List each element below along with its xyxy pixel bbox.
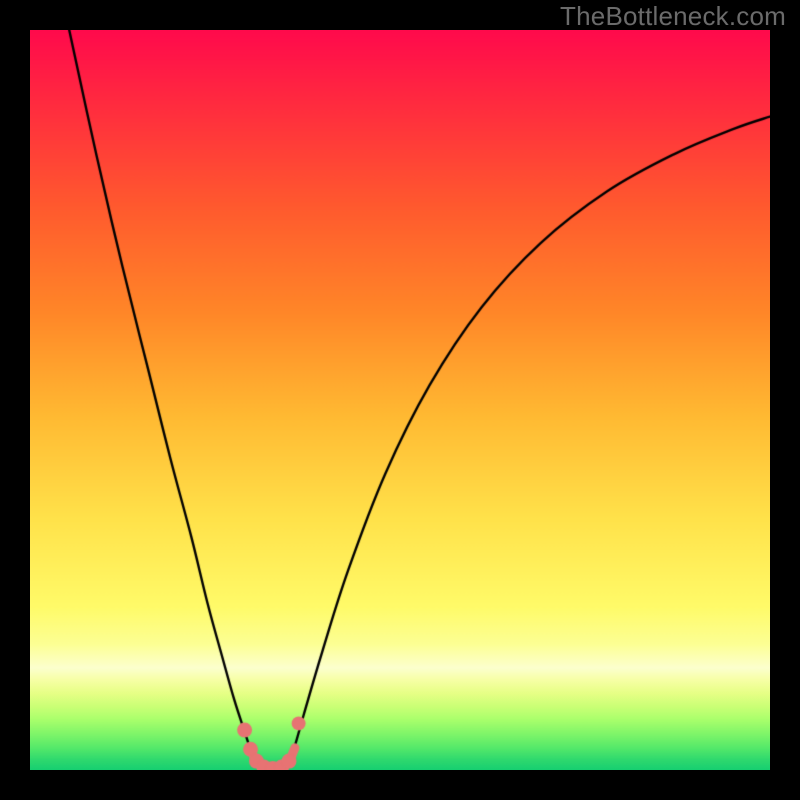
stage: TheBottleneck.com bbox=[0, 0, 800, 800]
bottleneck-curve-chart bbox=[30, 30, 770, 770]
watermark-text: TheBottleneck.com bbox=[560, 1, 786, 32]
plot-frame bbox=[30, 30, 770, 770]
